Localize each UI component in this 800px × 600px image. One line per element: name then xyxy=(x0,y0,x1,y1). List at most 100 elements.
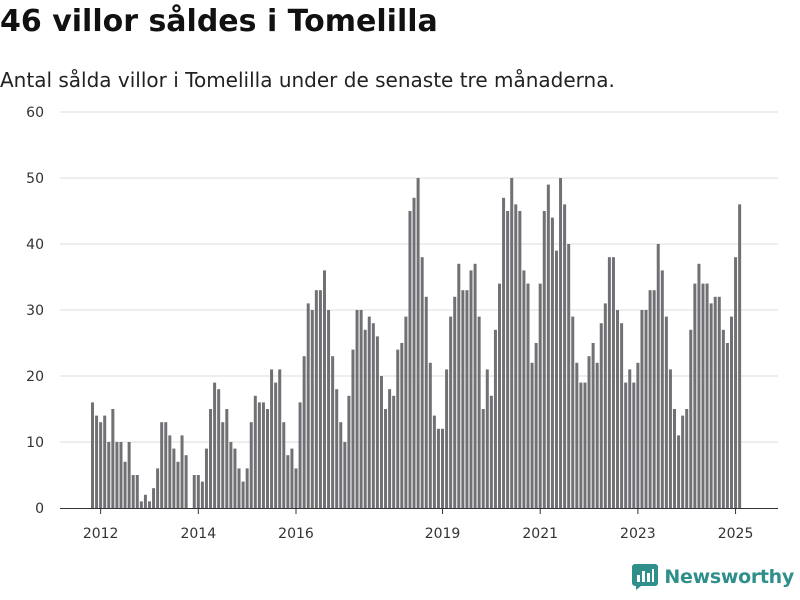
bar xyxy=(493,329,497,508)
bar xyxy=(449,316,453,508)
bars xyxy=(91,178,742,509)
bar xyxy=(363,329,367,508)
bar xyxy=(656,244,660,508)
bar xyxy=(538,283,542,508)
x-tick-label: 2016 xyxy=(278,526,314,542)
bar xyxy=(392,395,396,508)
bar xyxy=(217,389,221,508)
y-tick-label: 30 xyxy=(26,303,44,319)
bar xyxy=(241,481,245,508)
bar xyxy=(367,316,371,508)
bar xyxy=(636,362,640,508)
bar xyxy=(579,382,583,508)
bar xyxy=(620,323,624,508)
bar xyxy=(351,349,355,508)
bar xyxy=(673,409,677,508)
bar xyxy=(168,435,172,508)
bar xyxy=(717,296,721,508)
bar xyxy=(261,402,265,508)
y-tick-label: 50 xyxy=(26,171,44,187)
bar xyxy=(343,442,347,508)
bar xyxy=(677,435,681,508)
y-tick-label: 0 xyxy=(35,501,44,517)
bar xyxy=(554,250,558,508)
bar xyxy=(355,310,359,508)
bar xyxy=(127,442,131,508)
bar xyxy=(331,356,335,508)
bar xyxy=(465,290,469,508)
bar xyxy=(245,468,249,508)
bar xyxy=(270,369,274,508)
bar xyxy=(701,283,705,508)
bar xyxy=(335,389,339,508)
bar xyxy=(156,468,160,508)
bar xyxy=(485,369,489,508)
bar xyxy=(310,310,314,508)
bar xyxy=(420,257,424,508)
bar xyxy=(339,422,343,508)
bar xyxy=(298,402,302,508)
bar xyxy=(697,263,701,508)
bar xyxy=(461,290,465,508)
bar xyxy=(103,415,107,508)
bar xyxy=(542,211,546,508)
bar xyxy=(506,211,510,508)
bar xyxy=(559,178,563,508)
bar xyxy=(164,422,168,508)
bar xyxy=(424,296,428,508)
x-tick-label: 2012 xyxy=(83,526,119,542)
bar xyxy=(131,475,135,508)
bar xyxy=(180,435,184,508)
bar xyxy=(428,362,432,508)
bar xyxy=(729,316,733,508)
bar xyxy=(530,362,534,508)
bar xyxy=(681,415,685,508)
bar xyxy=(200,481,204,508)
y-tick-label: 20 xyxy=(26,369,44,385)
bar xyxy=(253,395,257,508)
bar xyxy=(176,461,180,508)
bar xyxy=(489,395,493,508)
bar xyxy=(152,488,156,508)
bar xyxy=(257,402,261,508)
bar xyxy=(453,296,457,508)
y-axis: 0 10 20 30 40 50 60 xyxy=(26,105,44,517)
bar xyxy=(685,409,689,508)
bar xyxy=(318,290,322,508)
chart-subtitle: Antal sålda villor i Tomelilla under de … xyxy=(0,68,615,92)
bar xyxy=(713,296,717,508)
bar xyxy=(522,270,526,508)
bar xyxy=(143,494,147,508)
bar xyxy=(587,356,591,508)
bar xyxy=(481,409,485,508)
bar xyxy=(652,290,656,508)
bar xyxy=(534,343,538,508)
bar xyxy=(286,455,290,508)
bar xyxy=(441,428,445,508)
bar xyxy=(95,415,99,508)
bar xyxy=(160,422,164,508)
bar xyxy=(119,442,123,508)
bar xyxy=(375,336,379,508)
bar xyxy=(371,323,375,508)
bar xyxy=(611,257,615,508)
x-axis: 2012 2014 2016 2019 2021 2023 2025 xyxy=(60,508,778,542)
bar xyxy=(498,283,501,508)
bar xyxy=(457,263,461,508)
bar xyxy=(616,310,620,508)
bar xyxy=(660,270,664,508)
bar xyxy=(591,343,595,508)
bar xyxy=(526,283,530,508)
bar xyxy=(302,356,306,508)
latest-value-label: 46 xyxy=(734,0,754,4)
bar xyxy=(278,369,282,508)
x-tick-label: 2019 xyxy=(425,526,461,542)
bar xyxy=(282,422,286,508)
bar xyxy=(107,442,111,508)
bar xyxy=(603,303,607,508)
bar xyxy=(469,270,473,508)
bar xyxy=(510,178,514,508)
bar xyxy=(306,303,310,508)
bar xyxy=(738,204,742,508)
